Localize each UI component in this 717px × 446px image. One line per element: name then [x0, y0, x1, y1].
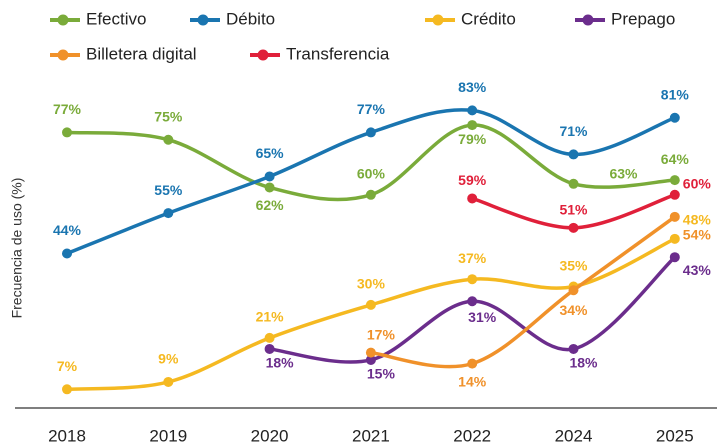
- data-point: [365, 354, 376, 365]
- data-label: 9%: [158, 351, 179, 367]
- data-label: 30%: [357, 276, 386, 292]
- data-point: [264, 182, 275, 193]
- data-label: 14%: [458, 373, 487, 389]
- data-point: [669, 252, 680, 263]
- data-point: [568, 343, 579, 354]
- data-label: 51%: [559, 202, 588, 218]
- data-label: 55%: [154, 182, 183, 198]
- data-label: 35%: [559, 257, 588, 273]
- x-tick-label: 2019: [149, 426, 187, 445]
- data-point: [669, 211, 680, 222]
- legend-label: Billetera digital: [86, 44, 197, 63]
- data-label: 77%: [357, 101, 386, 117]
- data-label: 44%: [53, 222, 82, 238]
- legend-marker: [582, 14, 594, 26]
- x-tick-label: 2025: [656, 426, 694, 445]
- legend-label: Prepago: [611, 9, 675, 28]
- data-label: 18%: [266, 355, 295, 371]
- data-label: 63%: [609, 165, 638, 181]
- data-label: 71%: [559, 123, 588, 139]
- y-axis-label: Frecuencia de uso (%): [9, 178, 25, 319]
- x-tick-label: 2018: [48, 426, 86, 445]
- data-label: 65%: [256, 145, 285, 161]
- x-tick-label: 2020: [251, 426, 289, 445]
- data-label: 54%: [683, 227, 712, 243]
- data-point: [163, 134, 174, 145]
- data-label: 77%: [53, 101, 82, 117]
- data-point: [365, 347, 376, 358]
- data-point: [568, 178, 579, 189]
- data-label: 15%: [367, 366, 396, 382]
- x-tick-label: 2022: [453, 426, 491, 445]
- legend-label: Efectivo: [86, 9, 146, 28]
- data-label: 64%: [661, 151, 690, 167]
- data-point: [568, 222, 579, 233]
- data-point: [264, 171, 275, 182]
- data-label: 37%: [458, 250, 487, 266]
- data-point: [62, 127, 72, 138]
- legend-label: Crédito: [461, 9, 516, 28]
- data-point: [669, 175, 680, 186]
- legend-label: Débito: [226, 9, 275, 28]
- data-label: 83%: [458, 79, 487, 95]
- data-point: [365, 189, 376, 200]
- data-point: [467, 105, 478, 116]
- data-point: [568, 285, 579, 296]
- data-point: [467, 296, 478, 307]
- data-label: 31%: [468, 309, 497, 325]
- data-point: [568, 149, 579, 160]
- data-label: 17%: [367, 326, 396, 342]
- data-point: [62, 248, 72, 259]
- data-point: [467, 193, 478, 204]
- data-point: [669, 233, 680, 244]
- data-label: 43%: [683, 262, 712, 278]
- data-point: [467, 274, 478, 285]
- legend-marker: [197, 14, 209, 26]
- data-label: 60%: [683, 176, 712, 192]
- data-point: [264, 343, 275, 354]
- legend-marker: [57, 14, 69, 26]
- legend-marker: [432, 14, 444, 26]
- data-label: 34%: [559, 302, 588, 318]
- data-point: [669, 112, 680, 123]
- data-label: 59%: [458, 172, 487, 188]
- data-point: [669, 189, 680, 200]
- data-label: 7%: [57, 358, 78, 374]
- data-point: [365, 127, 376, 138]
- data-point: [365, 299, 376, 310]
- data-label: 48%: [683, 212, 712, 228]
- data-point: [163, 376, 174, 387]
- data-point: [467, 358, 478, 369]
- legend-label: Transferencia: [286, 44, 390, 63]
- data-label: 81%: [661, 86, 690, 102]
- data-point: [62, 384, 72, 395]
- data-label: 60%: [357, 166, 386, 182]
- data-point: [163, 208, 174, 219]
- x-tick-label: 2024: [555, 426, 593, 445]
- data-label: 79%: [458, 131, 487, 147]
- data-label: 21%: [256, 309, 285, 325]
- data-label: 62%: [256, 197, 285, 213]
- data-point: [467, 120, 478, 131]
- data-label: 18%: [569, 355, 598, 371]
- legend-marker: [257, 49, 269, 61]
- x-tick-label: 2021: [352, 426, 390, 445]
- data-label: 75%: [154, 108, 183, 124]
- data-point: [264, 332, 275, 343]
- series-line: [370, 215, 676, 369]
- legend-marker: [57, 49, 69, 61]
